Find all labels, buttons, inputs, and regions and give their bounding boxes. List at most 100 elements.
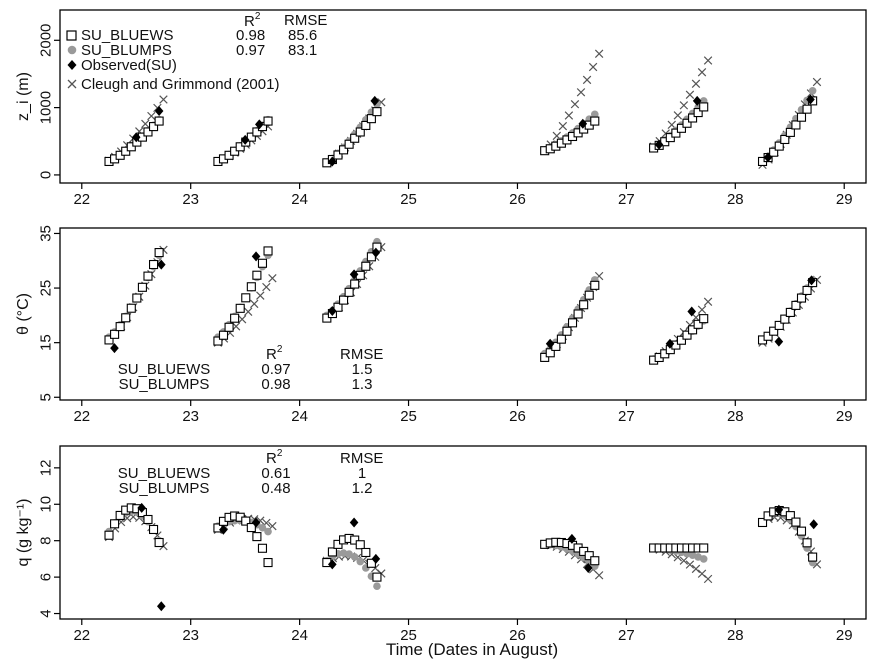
series-su-bluews [104, 242, 818, 365]
legend-header-rmse: RMSE [284, 12, 327, 29]
point [785, 127, 795, 137]
x-tick-label: 26 [509, 627, 526, 644]
series-cleugh-and-grimmond-2001- [104, 49, 822, 170]
stats-table: R2 RMSE SU_BLUEWS 0.97 1.5 SU_BLUMPS 0.98 1.3 [118, 344, 384, 393]
point [699, 314, 709, 324]
point [344, 139, 354, 149]
point [252, 270, 262, 280]
point [584, 290, 594, 300]
y-tick-label: 2000 [38, 24, 55, 57]
point [143, 514, 153, 525]
point [812, 77, 822, 87]
point [372, 107, 382, 117]
point [679, 101, 689, 110]
x-tick-label: 23 [182, 191, 199, 208]
point [573, 309, 583, 319]
legend-label-observed: Observed(SU) [81, 57, 177, 74]
point [582, 75, 592, 85]
point [224, 322, 234, 332]
legend-marker-su-blumps [67, 45, 77, 55]
point [688, 113, 698, 123]
point [355, 127, 365, 137]
series-su-bluews [104, 96, 818, 168]
point [780, 314, 790, 324]
point [268, 274, 277, 283]
point [769, 326, 779, 336]
point [692, 95, 702, 106]
legend-header-r2: R2 [244, 11, 261, 30]
point [251, 251, 261, 262]
series-observed-su- [131, 94, 815, 167]
point [132, 293, 142, 303]
point [570, 99, 580, 109]
point [148, 524, 159, 535]
point [154, 116, 164, 126]
point [327, 305, 337, 316]
series-cleugh-and-grimmond-2001- [104, 242, 822, 365]
x-tick-label: 26 [509, 408, 526, 425]
point [802, 285, 812, 296]
y-tick-label: 4 [38, 609, 55, 617]
point [590, 280, 600, 290]
point [699, 102, 709, 112]
point [339, 295, 349, 305]
point [676, 335, 686, 345]
point [796, 526, 807, 536]
point [148, 259, 159, 270]
legend-marker-su-bluews [66, 30, 77, 41]
point [126, 303, 136, 313]
y-tick-label: 1000 [38, 91, 55, 124]
stats-label: SU_BLUEWS [118, 361, 211, 378]
point [104, 530, 114, 540]
point [156, 259, 166, 270]
point [241, 516, 251, 526]
point [691, 79, 701, 88]
legend-marker-cleugh [67, 79, 77, 89]
point [110, 519, 120, 529]
point [350, 133, 360, 143]
x-tick-label: 22 [73, 627, 90, 644]
point [257, 543, 268, 553]
point [154, 105, 164, 116]
panel-q: 22 23 24 25 26 27 28 29 4 6 8 10 12 q (g kg⁻¹) R2 RMSE S… [15, 445, 867, 644]
point [757, 517, 768, 528]
stats-rmse: 1.2 [352, 480, 373, 497]
point [562, 326, 572, 336]
x-tick-label: 26 [509, 191, 526, 208]
point [156, 601, 166, 612]
point [774, 504, 784, 515]
point [791, 300, 801, 310]
point [583, 563, 593, 574]
y-tick-label: 8 [38, 537, 55, 545]
stats-r2: 0.98 [261, 376, 290, 393]
point [243, 307, 253, 316]
point [344, 287, 354, 297]
point [590, 116, 600, 126]
point [213, 336, 223, 346]
point [703, 574, 713, 584]
point [693, 319, 703, 329]
x-tick-label: 25 [400, 627, 417, 644]
y-tick-label: 5 [38, 393, 55, 401]
stats-r2: 0.48 [261, 480, 290, 497]
y-tick-label: 25 [38, 280, 55, 297]
point [246, 132, 256, 142]
y-tick-label: 6 [38, 573, 55, 581]
point [235, 142, 245, 152]
point [685, 90, 695, 99]
x-tick-label: 28 [727, 191, 744, 208]
point [594, 49, 604, 58]
legend-rmse-su-blumps: 83.1 [288, 42, 317, 59]
stats-label: SU_BLUEWS [118, 465, 211, 482]
point [349, 269, 359, 280]
stats-label: SU_BLUMPS [119, 376, 210, 393]
series-su-bluews [104, 503, 818, 582]
point [688, 325, 698, 335]
point [796, 112, 807, 122]
point [671, 128, 681, 138]
point [785, 307, 795, 317]
point [327, 559, 337, 570]
x-axis-label: Time (Dates in August) [386, 640, 558, 659]
point [697, 305, 707, 314]
point [350, 553, 359, 561]
